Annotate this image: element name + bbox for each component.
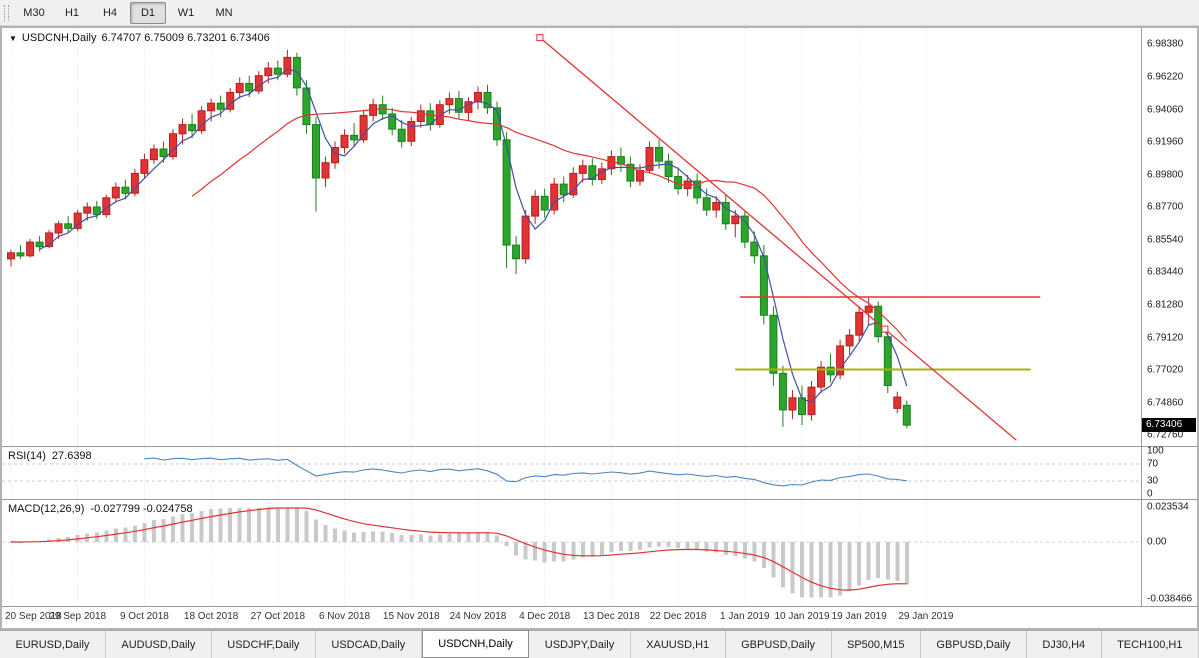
chart-window: ▼ USDCNH,Daily 6.74707 6.75009 6.73201 6…	[0, 26, 1199, 630]
date-axis-label: 20 Sep 2018	[5, 611, 62, 622]
tab-eurusd-daily[interactable]: EURUSD,Daily	[0, 631, 106, 658]
tab-tech100-h1[interactable]: TECH100,H1	[1101, 631, 1199, 658]
tab-usdcnh-daily[interactable]: USDCNH,Daily	[421, 630, 530, 658]
date-axis-label: 4 Dec 2018	[519, 611, 571, 622]
date-axis-label: 15 Nov 2018	[382, 611, 440, 622]
rsi-label: RSI(14) 27.6398	[8, 450, 92, 462]
rsi-value: 27.6398	[51, 450, 92, 462]
rsi-axis-label: 70	[1147, 458, 1159, 470]
timeframe-button-w1[interactable]: W1	[177, 6, 195, 19]
price-axis-label: 6.87700	[1147, 201, 1184, 213]
price-axis-label: 6.89800	[1147, 169, 1184, 181]
toolbar-grip-icon[interactable]	[4, 4, 9, 21]
price-axis-label: 6.91960	[1147, 136, 1184, 148]
chart-dropdown-icon[interactable]: ▼	[9, 33, 17, 43]
date-axis-label: 1 Jan 2019	[720, 611, 770, 622]
date-axis-label: 24 Nov 2018	[449, 611, 507, 622]
date-axis[interactable]: 20 Sep 2018 29 Sep 2018 9 Oct 2018 18 Oct 2…	[2, 606, 1197, 628]
date-axis-label: 9 Oct 2018	[119, 611, 169, 622]
main-chart-pane: ▼ USDCNH,Daily 6.74707 6.75009 6.73201 6…	[2, 28, 1197, 446]
macd-chart[interactable]	[2, 500, 1141, 606]
price-axis-label: 6.77020	[1147, 364, 1184, 376]
rsi-axis-label: 30	[1147, 475, 1159, 487]
macd-axis-label: 0.00	[1147, 536, 1167, 548]
timeframe-button-d1[interactable]: D1	[130, 1, 166, 24]
price-axis-label: 6.79120	[1147, 332, 1184, 344]
timeframe-button-h1[interactable]: H1	[64, 6, 80, 19]
price-axis-label: 6.96220	[1147, 71, 1184, 83]
macd-label: MACD(12,26,9) -0.027799 -0.024758	[8, 503, 193, 515]
date-axis-label: 19 Jan 2019	[831, 611, 887, 622]
price-axis-label: 6.74860	[1147, 397, 1184, 409]
date-axis-label: 18 Oct 2018	[183, 611, 239, 622]
date-axis-label: 6 Nov 2018	[318, 611, 371, 622]
price-axis-label: 6.94060	[1147, 104, 1184, 116]
rsi-axis-label: 100	[1147, 445, 1164, 457]
chart-tabs-bar: EURUSD,Daily AUDUSD,Daily USDCHF,Daily USDC…	[0, 630, 1199, 658]
date-axis-label: 29 Jan 2019	[898, 611, 954, 622]
date-axis-label: 10 Jan 2019	[774, 611, 830, 622]
price-axis-label: 6.98380	[1147, 38, 1184, 50]
timeframe-button-h4[interactable]: H4	[102, 6, 118, 19]
price-axis-label: 6.83440	[1147, 266, 1184, 278]
tab-usdjpy-daily[interactable]: USDJPY,Daily	[529, 631, 631, 658]
date-axis-label: 27 Oct 2018	[250, 611, 306, 622]
rsi-chart[interactable]	[2, 447, 1141, 499]
date-axis-label: 29 Sep 2018	[49, 611, 107, 622]
tab-dj30-h4[interactable]: DJ30,H4	[1026, 631, 1102, 658]
tab-gbpusd-daily[interactable]: GBPUSD,Daily	[920, 631, 1027, 658]
macd-axis-label: -0.038466	[1147, 593, 1193, 605]
macd-pane: MACD(12,26,9) -0.027799 -0.024758 0.0235…	[2, 499, 1197, 606]
tab-sp500-m15[interactable]: SP500,M15	[831, 631, 921, 658]
timeframe-button-m30[interactable]: M30	[23, 6, 45, 19]
tab-usdchf-daily[interactable]: USDCHF,Daily	[211, 631, 316, 658]
chart-title: ▼ USDCNH,Daily 6.74707 6.75009 6.73201 6…	[9, 32, 270, 44]
macd-axis-label: 0.023534	[1147, 501, 1189, 513]
macd-name: MACD(12,26,9)	[8, 503, 85, 515]
tab-xauusd-h1[interactable]: XAUUSD,H1	[630, 631, 726, 658]
macd-value: -0.027799 -0.024758	[90, 503, 193, 515]
price-axis[interactable]: 6.98380 6.96220 6.94060 6.91960 6.89800 6.877…	[1141, 28, 1197, 446]
rsi-name: RSI(14)	[8, 450, 46, 462]
chart-ohlc-values: 6.74707 6.75009 6.73201 6.73406	[101, 32, 270, 44]
macd-axis[interactable]: 0.023534 0.00 -0.038466	[1141, 500, 1197, 606]
tab-usdcad-daily[interactable]: USDCAD,Daily	[315, 631, 422, 658]
date-axis-label: 22 Dec 2018	[649, 611, 707, 622]
rsi-axis-label: 0	[1147, 488, 1153, 500]
timeframe-buttons: M30 H1 H4 D1 W1 MN	[15, 1, 243, 24]
chart-symbol-period: USDCNH,Daily	[21, 32, 97, 44]
tab-audusd-daily[interactable]: AUDUSD,Daily	[105, 631, 212, 658]
timeframe-toolbar: M30 H1 H4 D1 W1 MN	[0, 0, 1199, 26]
price-axis-label: 6.72760	[1147, 429, 1184, 441]
candlestick-chart[interactable]	[2, 28, 1141, 446]
price-axis-label: 6.85540	[1147, 234, 1184, 246]
current-price-badge: 6.73406	[1142, 418, 1196, 433]
rsi-pane: RSI(14) 27.6398 100 70 30 0	[2, 445, 1197, 500]
tab-gbpusd-daily[interactable]: GBPUSD,Daily	[725, 631, 832, 658]
rsi-axis[interactable]: 100 70 30 0	[1141, 445, 1197, 500]
price-axis-label: 6.81280	[1147, 299, 1184, 311]
date-axis-label: 13 Dec 2018	[583, 611, 640, 622]
timeframe-button-mn[interactable]: MN	[215, 6, 233, 19]
